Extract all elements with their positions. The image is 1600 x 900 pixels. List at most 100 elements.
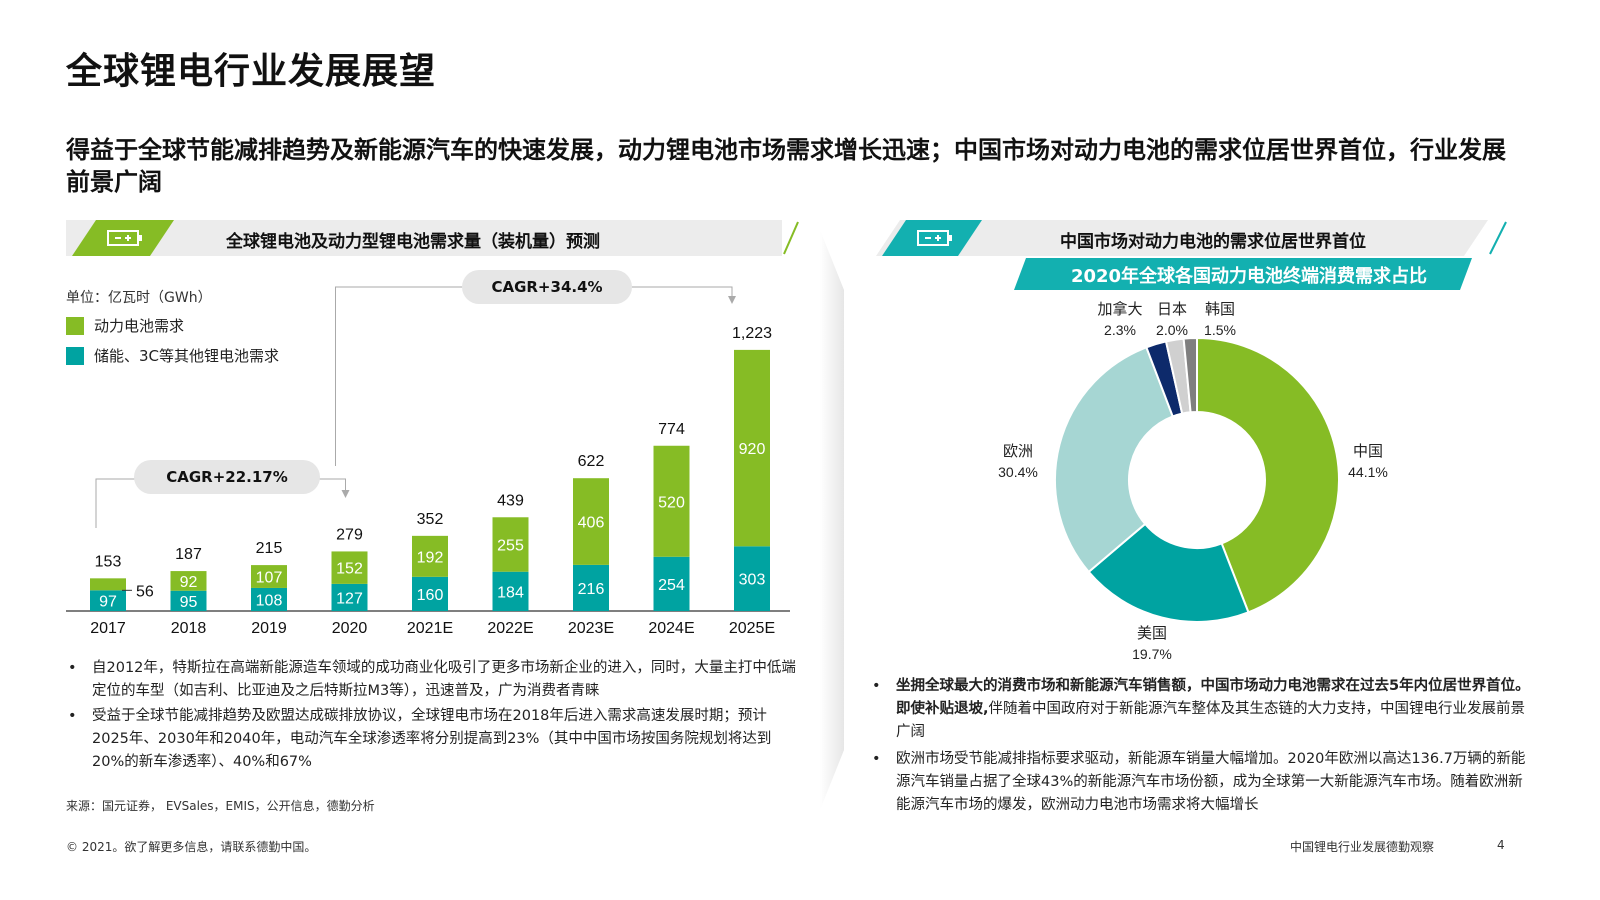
slice-value-japan: 2.0% <box>1156 322 1188 338</box>
bar-power-2019 <box>251 565 287 588</box>
list-item: • 受益于全球节能减排趋势及欧盟达成碳排放协议，全球锂电市场在2018年后进入需求… <box>68 708 772 770</box>
data-label-power: 520 <box>658 494 685 511</box>
legend-label: 储能、3C等其他锂电池需求 <box>94 347 280 365</box>
cagr-arrow-2 <box>728 296 736 304</box>
bar-other-2018 <box>170 590 207 611</box>
x-tick-label: 2023E <box>568 620 614 637</box>
bar-chart: 97 56 153 2017 95 92 187 2018 108 107 215 2019 127 15… <box>66 286 790 637</box>
bullet-text: 自2012年，特斯拉在高端新能源造车领域的成功商业化吸引了更多市场新企业的进入，… <box>92 660 796 699</box>
bar-power-2017 <box>90 578 126 591</box>
donut-slice-europe <box>1054 346 1175 574</box>
page-subtitle: 得益于全球节能减排趋势及新能源汽车的快速发展，动力锂电池市场需求增长迅速；中国市… <box>66 136 1506 196</box>
x-tick-label: 2018 <box>171 620 207 637</box>
x-tick-label: 2020 <box>332 620 368 637</box>
slice-label-china: 中国 <box>1353 443 1383 460</box>
x-tick-label: 2025E <box>729 620 775 637</box>
data-label-power: 92 <box>180 574 198 591</box>
data-label-total: 187 <box>175 546 202 563</box>
slice-value-korea: 1.5% <box>1204 322 1236 338</box>
panel-divider <box>820 230 844 810</box>
bar-power-2021E <box>412 535 448 577</box>
cagr-badge-1: CAGR+22.17% <box>134 460 320 494</box>
donut-slice-korea <box>1182 336 1198 414</box>
data-label-power: 152 <box>336 561 363 578</box>
x-tick-label: 2021E <box>407 620 453 637</box>
bar-power-2018 <box>170 571 207 591</box>
list-item: • 自2012年，特斯拉在高端新能源造车领域的成功商业化吸引了更多市场新企业的进入… <box>68 660 796 699</box>
bar-other-2025E <box>734 546 770 611</box>
legend-item-other-battery: 储能、3C等其他锂电池需求 <box>66 345 279 366</box>
slice-label-canada: 加拿大 <box>1097 300 1142 318</box>
left-panel-header: 全球锂电池及动力型锂电池需求量（装机量）预测 <box>66 220 799 256</box>
data-label-power: 56 <box>136 583 154 600</box>
slice-value-europe: 30.4% <box>998 464 1038 480</box>
data-label-power: 406 <box>578 515 605 532</box>
bar-other-2019 <box>251 587 287 611</box>
bar-other-2023E <box>573 564 609 611</box>
legend-swatch-green <box>66 317 84 335</box>
x-tick-label: 2017 <box>90 620 126 637</box>
slice-value-usa: 19.7% <box>1132 646 1172 662</box>
right-panel-header: 中国市场对动力电池的需求位居世界首位 <box>876 220 1512 256</box>
bar-other-2024E <box>653 556 690 611</box>
x-tick-label: 2024E <box>648 620 694 637</box>
donut-chart: 中国 44.1% 美国 19.7% 欧洲 30.4% 加拿大 2.3% 日本 2.0% 韩国 1.5% <box>998 300 1388 662</box>
bar-power-2020 <box>331 551 368 584</box>
bar-other-2017 <box>90 590 126 611</box>
left-panel-title: 全球锂电池及动力型锂电池需求量（装机量）预测 <box>226 232 600 252</box>
bar-other-2020 <box>331 583 368 611</box>
data-label-total: 279 <box>336 526 363 543</box>
bullet-bold-text: 坐拥全球最大的消费市场和新能源汽车销售额，中国市场动力电池需求在过去5年内位居世… <box>896 678 1530 717</box>
battery-icon <box>917 230 952 246</box>
slice-value-canada: 2.3% <box>1104 322 1136 338</box>
bar-power-2022E <box>492 517 529 572</box>
pie-chart-banner: 2020年全球各国动力电池终端消费需求占比 <box>1014 258 1484 290</box>
source-note: 来源：国元证券， EVSales，EMIS，公开信息，德勤分析 <box>66 799 375 813</box>
chart-unit-label: 单位：亿瓦时（GWh） <box>66 290 212 306</box>
page-title: 全球锂电行业发展展望 <box>66 51 437 92</box>
data-label-total: 153 <box>95 553 122 570</box>
list-item: • 坐拥全球最大的消费市场和新能源汽车销售额，中国市场动力电池需求在过去5年内位居… <box>872 678 1530 740</box>
data-label-total: 1,223 <box>732 325 772 342</box>
slice-label-usa: 美国 <box>1137 625 1167 642</box>
data-label-total: 215 <box>256 540 283 557</box>
cagr-badge-2: CAGR+34.4% <box>462 270 632 304</box>
pie-chart-title: 2020年全球各国动力电池终端消费需求占比 <box>1070 266 1428 287</box>
right-bullets: • 坐拥全球最大的消费市场和新能源汽车销售额，中国市场动力电池需求在过去5年内位居… <box>870 675 1530 819</box>
bar-power-2025E <box>734 349 770 547</box>
data-label-other: 160 <box>417 587 444 604</box>
right-panel-title: 中国市场对动力电池的需求位居世界首位 <box>1060 232 1366 252</box>
footer-copyright: © 2021。欲了解更多信息，请联系德勤中国。 <box>66 840 317 854</box>
donut-slice-usa <box>1087 522 1250 623</box>
list-item: • 欧洲市场受节能减排指标要求驱动，新能源车销量大幅增加。2020年欧洲以高达13… <box>872 751 1526 813</box>
data-label-total: 439 <box>497 492 524 509</box>
data-label-other: 97 <box>99 594 117 611</box>
legend-item-power-battery: 动力电池需求 <box>66 315 184 336</box>
data-label-other: 216 <box>578 581 605 598</box>
data-label-power: 920 <box>739 441 766 458</box>
left-bullets: • 自2012年，特斯拉在高端新能源造车领域的成功商业化吸引了更多市场新企业的进入… <box>66 657 796 776</box>
bullet-text: 欧洲市场受节能减排指标要求驱动，新能源车销量大幅增加。2020年欧洲以高达136… <box>896 751 1526 813</box>
data-label-other: 303 <box>739 572 766 589</box>
data-label-other: 108 <box>256 592 283 609</box>
bullet-text: 受益于全球节能减排趋势及欧盟达成碳排放协议，全球锂电市场在2018年后进入需求高… <box>92 708 772 770</box>
data-label-other: 184 <box>497 584 524 601</box>
legend-label: 动力电池需求 <box>94 317 185 335</box>
data-label-power: 255 <box>497 537 524 554</box>
bar-power-2023E <box>573 478 609 565</box>
slice-label-korea: 韩国 <box>1205 301 1235 318</box>
page-number: 4 <box>1497 838 1505 852</box>
data-label-total: 774 <box>658 421 685 438</box>
x-tick-label: 2022E <box>487 620 533 637</box>
bar-power-2024E <box>653 445 690 557</box>
data-label-power: 107 <box>256 570 283 587</box>
bar-other-2022E <box>492 571 529 611</box>
x-tick-label: 2019 <box>251 620 287 637</box>
data-label-other: 95 <box>180 594 198 611</box>
bar-other-2021E <box>412 576 448 611</box>
battery-icon <box>107 230 142 246</box>
data-label-other: 127 <box>336 590 363 607</box>
footer-report-name: 中国锂电行业发展德勤观察 <box>1290 840 1435 854</box>
data-label-other: 254 <box>658 577 685 594</box>
donut-slice-china <box>1196 336 1340 614</box>
